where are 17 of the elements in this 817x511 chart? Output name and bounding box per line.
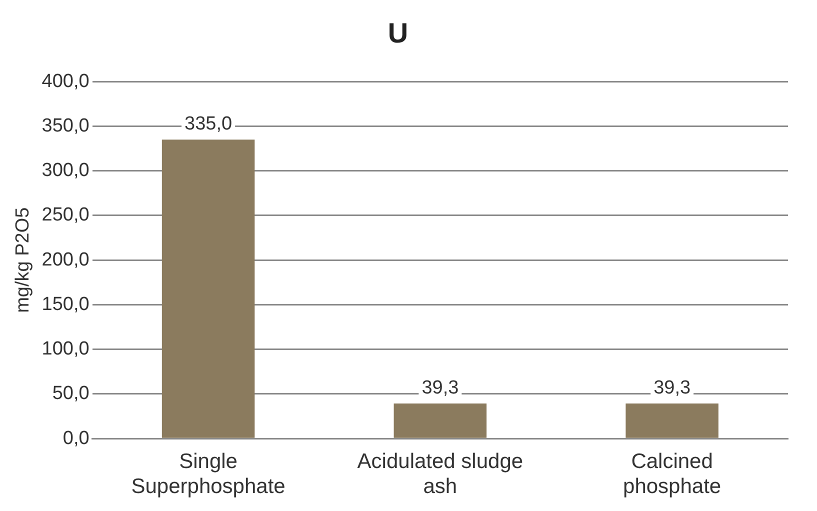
x-tick-label: Single Superphosphate bbox=[131, 450, 286, 498]
y-tick-label: 250,0 bbox=[42, 204, 90, 226]
y-tick-label: 350,0 bbox=[42, 115, 90, 136]
x-tick-label: Acidulated sludge ash bbox=[357, 450, 524, 498]
x-tick-label: Calcined phosphate bbox=[623, 450, 722, 498]
y-axis-title: mg/kg P2O5 bbox=[12, 207, 34, 313]
y-tick-label: 150,0 bbox=[42, 294, 90, 315]
y-tick-label: 200,0 bbox=[42, 249, 90, 270]
data-label: 39,3 bbox=[422, 377, 459, 398]
data-label: 39,3 bbox=[654, 377, 691, 398]
y-tick-label: 300,0 bbox=[42, 160, 90, 182]
y-tick-label: 50,0 bbox=[52, 383, 90, 404]
data-label: 335,0 bbox=[184, 113, 232, 134]
y-tick-label: 100,0 bbox=[42, 338, 90, 360]
chart-title: U bbox=[388, 18, 408, 49]
y-tick-label: 0,0 bbox=[62, 428, 90, 449]
y-tick-label: 400,0 bbox=[42, 70, 90, 92]
